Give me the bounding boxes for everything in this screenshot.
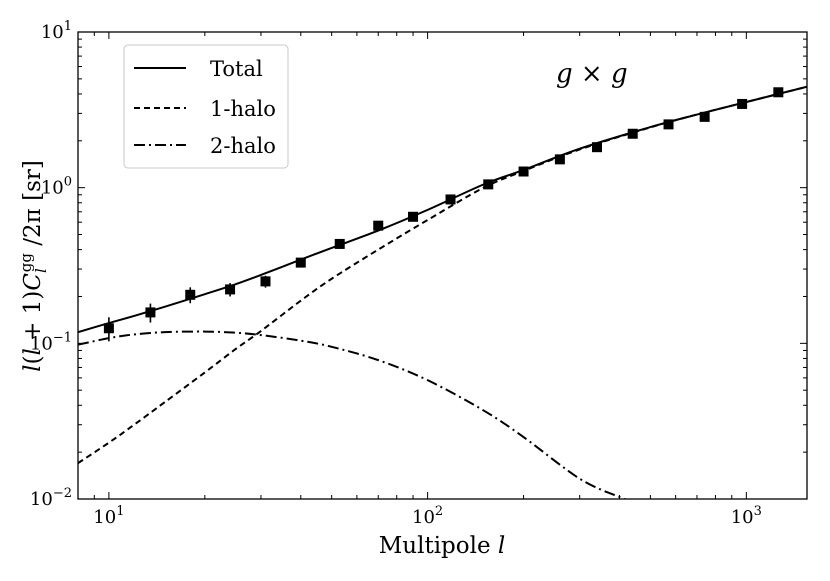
- data-point: [737, 98, 748, 109]
- series-line-2-halo: [78, 330, 628, 499]
- plot-frame: [77, 31, 808, 500]
- y-tick-label: 100: [41, 175, 72, 199]
- data-point: [699, 111, 710, 122]
- legend-label-total: Total: [210, 57, 263, 81]
- data-point: [592, 142, 603, 153]
- data-point: [260, 276, 271, 287]
- data-point: [627, 128, 638, 139]
- annotation-label: g × g: [556, 59, 628, 89]
- x-tick-label: 102: [412, 504, 443, 528]
- x-axis-title: Multipole l: [379, 533, 506, 559]
- legend: Total 1-halo 2-halo: [123, 44, 289, 169]
- data-point: [145, 307, 156, 318]
- x-tick-label: 103: [731, 504, 762, 528]
- y-tick-label: 101: [41, 19, 72, 43]
- data-point: [225, 284, 236, 295]
- data-point: [518, 166, 529, 177]
- legend-label-2-halo: 2-halo: [210, 134, 276, 158]
- data-point: [373, 220, 384, 231]
- data-point: [773, 87, 784, 98]
- data-point: [663, 119, 674, 130]
- data-point: [408, 211, 419, 222]
- data-point: [334, 238, 345, 249]
- series-line-1-halo: [78, 85, 807, 464]
- legend-box: [123, 44, 289, 169]
- data-point: [103, 323, 114, 334]
- data-point: [483, 179, 494, 190]
- data-point: [554, 154, 565, 165]
- x-tick-label: 101: [93, 504, 124, 528]
- y-tick-label: 10−1: [30, 330, 72, 354]
- y-axis-title: l(l + 1)Clgg /2π [sr]: [17, 160, 50, 372]
- data-point: [445, 194, 456, 205]
- y-tick-label: 10−2: [30, 486, 72, 510]
- data-point: [295, 257, 306, 268]
- data-point: [185, 289, 196, 300]
- legend-label-1-halo: 1-halo: [210, 97, 276, 121]
